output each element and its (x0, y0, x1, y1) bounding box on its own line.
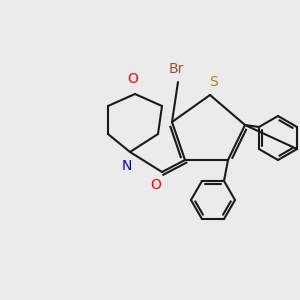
Text: N: N (122, 159, 132, 173)
Text: O: O (128, 72, 138, 86)
Text: O: O (151, 178, 161, 192)
Text: Br: Br (168, 62, 184, 76)
Text: S: S (210, 75, 218, 89)
